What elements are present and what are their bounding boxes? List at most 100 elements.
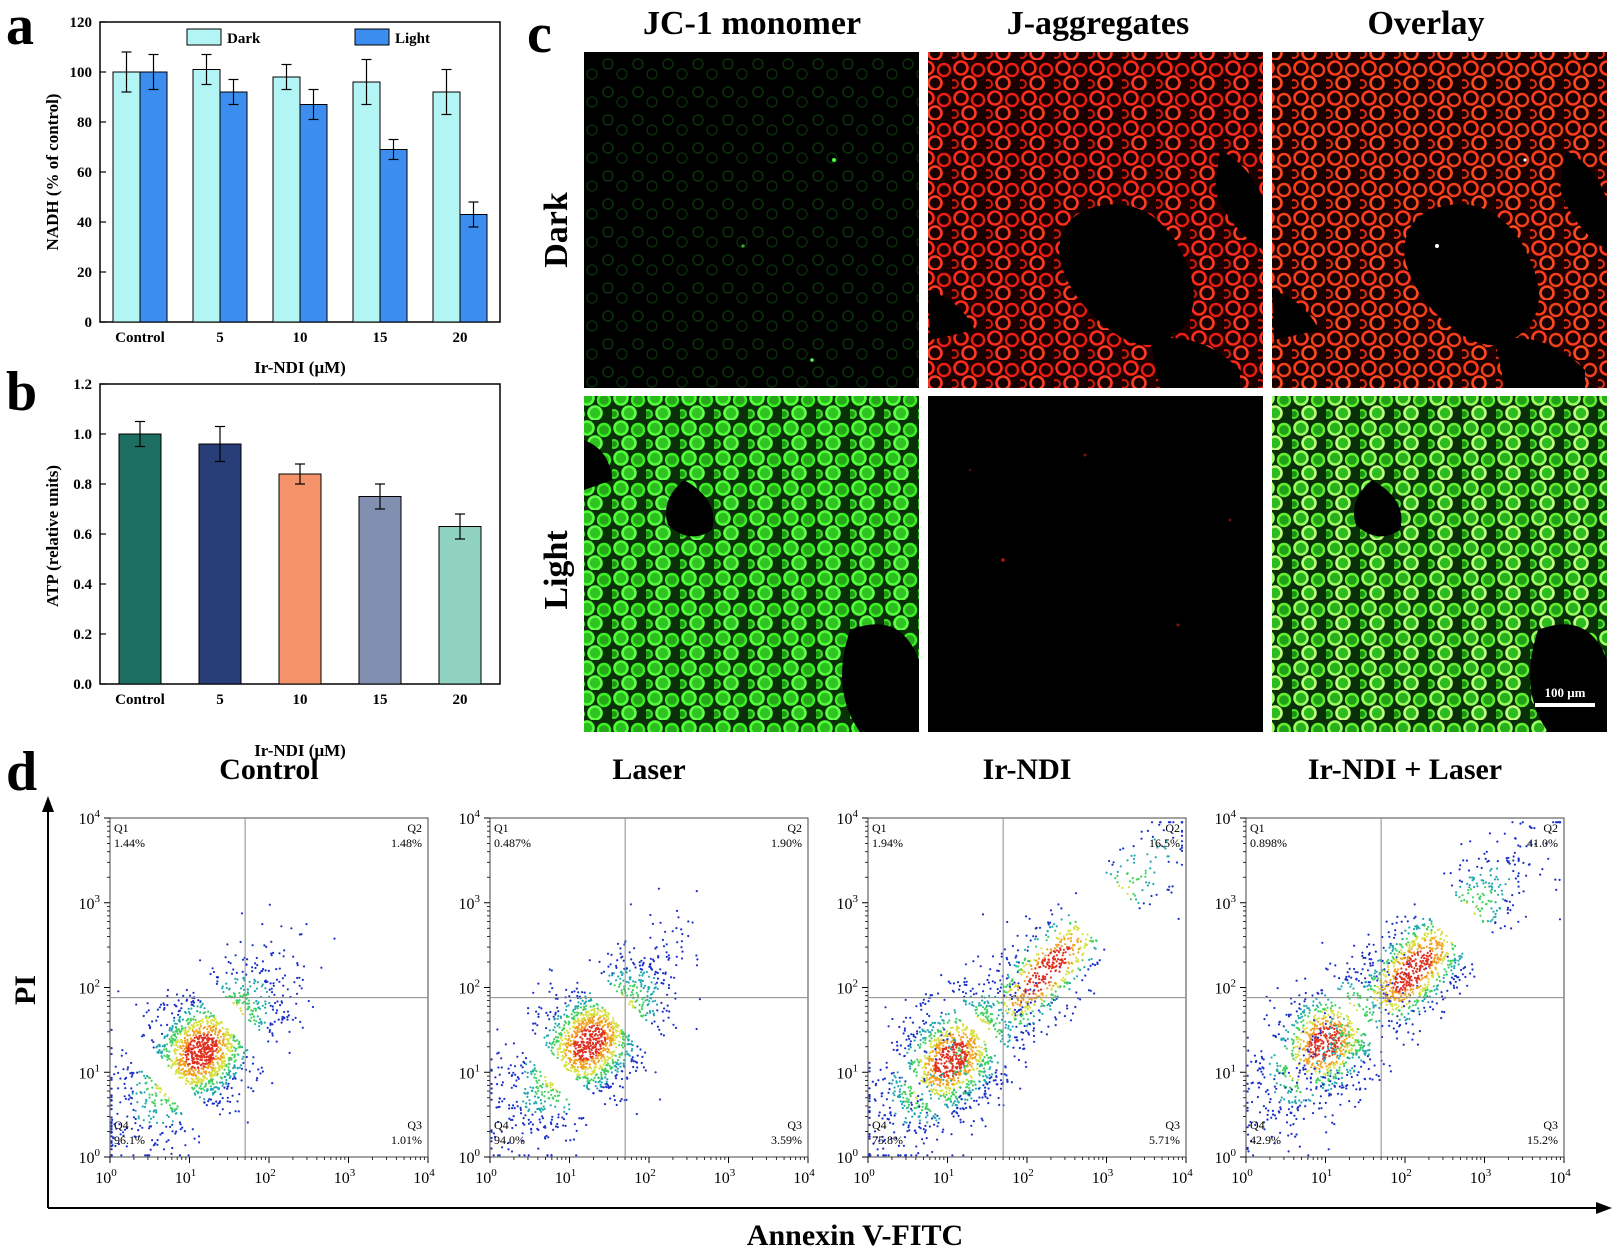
flow-dot	[142, 1119, 145, 1122]
flow-dot	[946, 1030, 949, 1033]
flow-dot	[989, 1005, 993, 1008]
flow-dot	[196, 1005, 199, 1008]
flow-dot	[641, 998, 644, 1001]
flow-dot	[191, 1029, 194, 1032]
flow-dot	[192, 1044, 195, 1047]
flow-dot	[589, 1005, 592, 1008]
flow-dot	[503, 1097, 506, 1100]
flow-dot	[195, 1029, 198, 1032]
flow-dot	[165, 1047, 168, 1051]
flow-dot	[564, 1034, 567, 1037]
flow-dot	[1026, 1008, 1029, 1011]
flow-dot	[630, 958, 633, 961]
flow-dot	[607, 965, 610, 968]
flow-dot	[566, 1015, 569, 1019]
flow-dot	[256, 964, 259, 967]
flow-dot	[926, 1056, 930, 1059]
flow-dot	[944, 1103, 947, 1106]
flow-dot	[917, 1043, 920, 1047]
flow-dot	[1076, 958, 1079, 961]
flow-dot	[640, 983, 643, 986]
flow-dot	[270, 952, 273, 955]
flow-dot	[953, 1083, 956, 1086]
flow-dot	[666, 993, 669, 996]
x-tick-base: 10	[475, 1170, 491, 1187]
flow-dot	[577, 1027, 580, 1030]
flow-dot	[589, 1044, 592, 1047]
flow-dot	[1047, 1025, 1050, 1028]
flow-dot	[1032, 1034, 1036, 1037]
flow-dot	[986, 1008, 989, 1012]
flow-dot	[172, 1019, 176, 1022]
flow-dot	[201, 1056, 204, 1059]
flow-dot	[544, 1079, 547, 1082]
flow-dot	[200, 1080, 203, 1083]
flow-dot	[989, 1013, 992, 1016]
flow-dot	[155, 1109, 158, 1112]
flow-dot	[596, 1057, 599, 1060]
flow-dot	[126, 1068, 129, 1071]
flow-dot	[211, 1082, 214, 1085]
flow-dot	[966, 1039, 970, 1043]
flow-dot	[573, 990, 576, 993]
flow-dot	[608, 1085, 611, 1089]
flow-dot	[171, 1120, 174, 1123]
flow-dot	[490, 1098, 493, 1101]
flow-dot	[227, 1082, 230, 1085]
flow-dot	[591, 1036, 594, 1039]
flow-dot	[569, 1060, 572, 1063]
flow-dot	[534, 1090, 537, 1093]
flow-dot	[956, 981, 960, 984]
flow-dot	[220, 1066, 223, 1069]
flow-dot	[492, 1154, 495, 1157]
flow-dot	[931, 1059, 934, 1063]
flow-dot	[203, 1101, 206, 1104]
flow-dot	[1053, 958, 1057, 961]
flow-dot	[227, 1039, 230, 1042]
flow-dot	[1066, 970, 1069, 973]
flow-dot	[543, 1100, 547, 1103]
flow-dot	[910, 1101, 913, 1104]
flow-dot	[222, 1042, 225, 1045]
flow-dot	[184, 1144, 187, 1147]
flow-dot	[632, 980, 635, 983]
flow-dot	[631, 1000, 634, 1004]
flow-dot	[146, 1154, 149, 1157]
flow-dot	[258, 1021, 261, 1024]
flow-dot	[237, 1001, 240, 1004]
flow-dot	[896, 1071, 899, 1074]
x-tick-base: 10	[714, 1170, 730, 1187]
x-tick-label: 103	[334, 1167, 356, 1187]
flow-dot	[925, 1137, 928, 1140]
flow-dot	[137, 1129, 140, 1132]
flow-dot	[602, 1047, 605, 1050]
flow-dot	[654, 999, 657, 1002]
flow-dot	[1016, 999, 1020, 1002]
flow-dot	[567, 1034, 570, 1038]
flow-dot	[907, 1048, 911, 1051]
flow-dot	[933, 1034, 936, 1038]
flow-dot	[251, 970, 254, 973]
flow-dot	[552, 1097, 555, 1100]
flow-dot	[490, 1147, 493, 1150]
flow-dot	[681, 950, 684, 953]
flow-dot	[184, 1082, 187, 1085]
flow-dot	[649, 965, 652, 968]
flow-dot	[224, 1028, 228, 1031]
flow-dot	[1012, 1046, 1015, 1049]
flow-dot	[547, 1034, 550, 1037]
flow-dot	[202, 1027, 205, 1030]
flow-dot	[955, 1054, 958, 1058]
flow-dot	[591, 1019, 595, 1022]
flow-dot	[556, 1094, 560, 1097]
flow-dot	[216, 1036, 219, 1039]
flow-dot	[199, 1054, 203, 1057]
flow-dot	[545, 1134, 548, 1137]
flow-dot	[592, 1030, 595, 1033]
y-tick-label: 0.0	[73, 677, 92, 693]
flow-dot	[556, 1006, 559, 1009]
flow-dot	[971, 1084, 975, 1087]
flow-dot	[631, 1004, 634, 1007]
flow-dot	[961, 1046, 964, 1049]
flow-dot	[214, 1033, 217, 1036]
